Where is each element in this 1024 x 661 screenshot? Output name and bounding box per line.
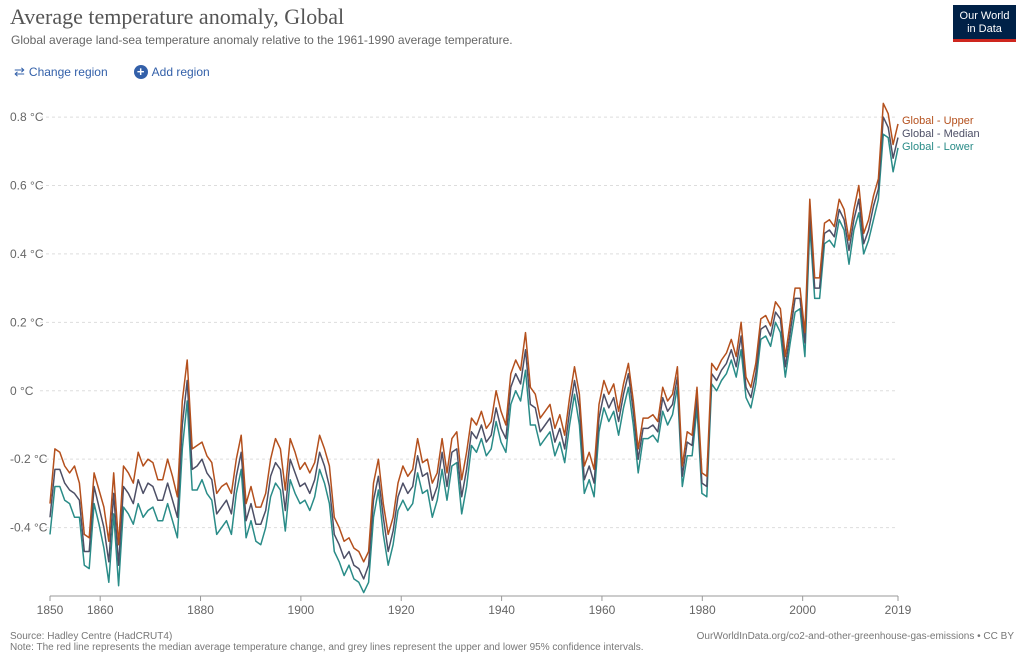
x-tick-label: 1960 — [589, 603, 616, 617]
x-tick-label: 1860 — [87, 603, 114, 617]
y-tick-label: 0.4 °C — [10, 247, 44, 261]
logo-line-2: in Data — [967, 23, 1002, 35]
series-line-median — [49, 116, 899, 580]
change-region-label: Change region — [28, 65, 108, 79]
x-tick-label: 2000 — [789, 603, 816, 617]
y-tick-label: 0.2 °C — [10, 315, 44, 329]
legend-label-upper: Global - Upper — [902, 115, 974, 127]
series-line-upper — [49, 102, 899, 563]
owid-logo[interactable]: Our World in Data — [953, 5, 1016, 42]
source-text: Source: Hadley Centre (HadCRUT4) — [10, 631, 173, 642]
x-tick-label: 1900 — [288, 603, 315, 617]
legend-label-lower: Global - Lower — [902, 141, 974, 153]
add-region-label: Add region — [151, 65, 210, 79]
y-tick-label: -0.4 °C — [10, 521, 48, 535]
legend-label-median: Global - Median — [902, 128, 980, 140]
series-line-lower — [49, 133, 899, 594]
x-tick-label: 2019 — [885, 603, 912, 617]
plus-circle-icon: + — [133, 65, 148, 79]
chart-subtitle: Global average land-sea temperature anom… — [11, 33, 513, 47]
note-text: Note: The red line represents the median… — [10, 642, 644, 653]
credit-link[interactable]: OurWorldInData.org/co2-and-other-greenho… — [696, 631, 1014, 642]
y-tick-label: -0.2 °C — [10, 452, 48, 466]
chart-title: Average temperature anomaly, Global — [10, 4, 345, 29]
x-tick-label: 1980 — [689, 603, 716, 617]
change-region-button[interactable]: ⇄ Change region — [14, 64, 108, 80]
y-tick-label: 0 °C — [10, 384, 34, 398]
x-tick-label: 1880 — [187, 603, 214, 617]
x-tick-label: 1940 — [488, 603, 515, 617]
x-tick-label: 1850 — [37, 603, 64, 617]
chart-controls: ⇄ Change region + Add region — [14, 64, 210, 80]
logo-line-1: Our World — [959, 10, 1010, 22]
y-tick-label: 0.6 °C — [10, 179, 44, 193]
add-region-button[interactable]: + Add region — [133, 65, 210, 79]
x-tick-label: 1920 — [388, 603, 415, 617]
y-tick-label: 0.8 °C — [10, 110, 44, 124]
swap-arrows-icon: ⇄ — [14, 64, 25, 79]
